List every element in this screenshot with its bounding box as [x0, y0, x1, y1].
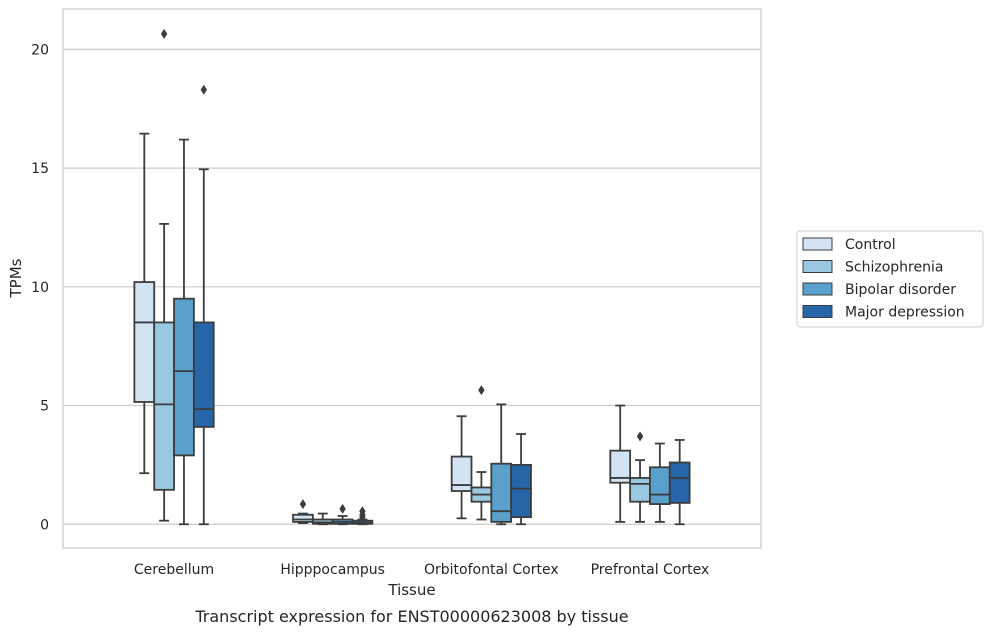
y-tick-label: 5 [40, 399, 49, 415]
chart-caption: Transcript expression for ENST0000062300… [194, 607, 628, 626]
legend-swatch [802, 282, 833, 296]
y-tick-label: 0 [40, 517, 49, 533]
box-body [510, 463, 532, 519]
y-tick-label: 15 [31, 161, 49, 177]
legend: Control Schizophrenia Bipolar disorder Majo… [796, 230, 984, 328]
box-3-2 [510, 433, 532, 526]
legend-swatch [802, 260, 833, 273]
boxes [133, 28, 691, 526]
box-0-3 [609, 404, 632, 523]
box-body [668, 461, 691, 504]
box-2-3 [649, 442, 671, 523]
box-body [629, 477, 651, 503]
box-0-1 [292, 499, 314, 524]
box-0-0 [133, 132, 156, 475]
y-tick-label: 20 [31, 42, 49, 58]
x-axis-label: Tissue [387, 581, 435, 599]
box-3-1 [351, 506, 374, 526]
outlier-point [339, 503, 346, 514]
x-tick-label: Prefrontal Cortex [591, 562, 710, 578]
box-body [292, 513, 314, 523]
tick-labels: 0 5 10 15 20 Cerebellum Hipppocampus Orbitofont… [31, 42, 709, 578]
legend-label: Major depression [845, 305, 965, 321]
box-body [490, 462, 513, 523]
x-tick-label: Hipppocampus [280, 562, 385, 578]
box-3-3 [668, 439, 691, 526]
outlier-point [299, 499, 307, 510]
box-body [649, 466, 671, 505]
legend-label: Bipolar disorder [845, 282, 956, 298]
outlier-point [160, 28, 168, 39]
box-body [153, 321, 175, 491]
legend-swatch [802, 305, 833, 318]
box-body [173, 297, 195, 457]
outlier-point [359, 506, 366, 517]
legend-label: Schizophrenia [845, 260, 943, 276]
box-3-0 [192, 84, 215, 526]
y-axis-label: TPMs [7, 258, 25, 298]
outlier-point [200, 84, 207, 95]
box-2-1 [331, 503, 354, 526]
box-body [450, 455, 473, 492]
legend-swatch [802, 237, 833, 251]
outlier-point [478, 385, 485, 396]
box-body [609, 449, 632, 484]
box-2-0 [173, 138, 195, 526]
box-0-2 [450, 415, 473, 520]
plot-area [62, 8, 762, 549]
box-body [133, 281, 156, 403]
legend-frame [796, 230, 984, 328]
box-body [192, 321, 215, 428]
outlier-point [636, 431, 644, 442]
x-tick-label: Cerebellum [134, 562, 214, 578]
x-tick-label: Orbitofontal Cortex [424, 562, 559, 578]
legend-label: Control [845, 237, 896, 253]
y-tick-label: 10 [31, 280, 49, 296]
